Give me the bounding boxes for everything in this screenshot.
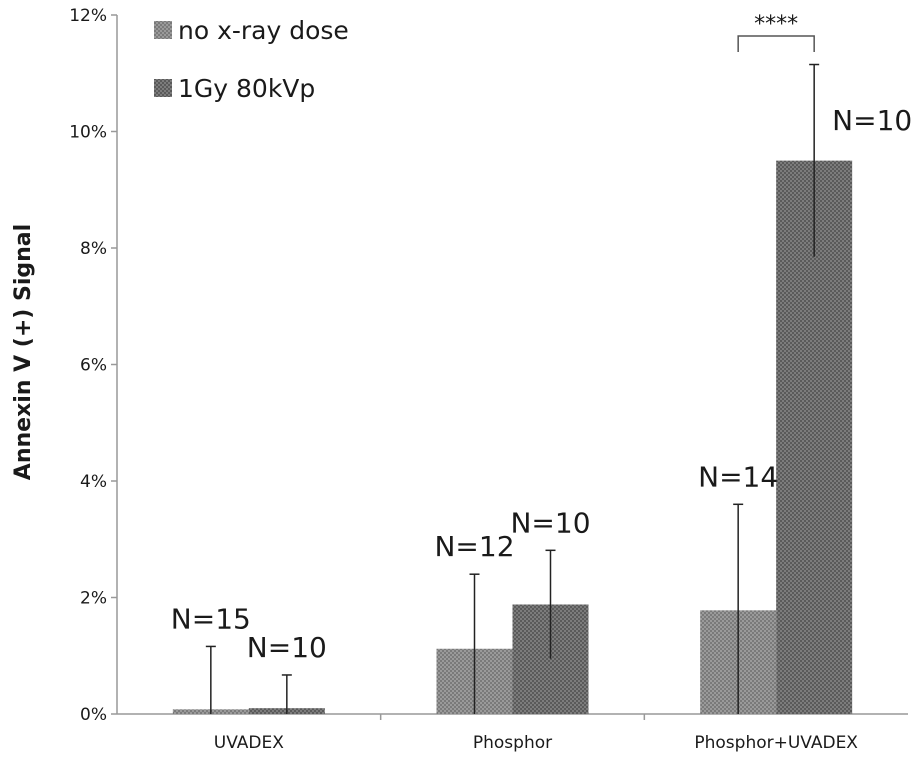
y-tick-label: 0% — [80, 705, 107, 725]
significance-bracket-line — [737, 35, 815, 52]
x-tick-label: Phosphor — [473, 733, 552, 753]
x-tick-label: Phosphor+UVADEX — [694, 733, 858, 753]
n-label: N=12 — [434, 530, 514, 563]
n-label: N=10 — [832, 104, 912, 137]
error-bars — [205, 63, 820, 714]
y-tick-label: 2% — [80, 589, 107, 609]
y-tick-label: 6% — [80, 356, 107, 376]
n-label: N=10 — [247, 631, 327, 664]
y-tick-label: 12% — [69, 6, 107, 26]
y-tick-label: 4% — [80, 472, 107, 492]
significance-label: **** — [754, 12, 798, 37]
bars — [172, 160, 853, 714]
x-tick-label: UVADEX — [214, 733, 284, 753]
y-tick-label: 10% — [69, 123, 107, 143]
legend-label: 1Gy 80kVp — [178, 74, 315, 103]
y-tick-label: 8% — [80, 239, 107, 259]
n-labels: N=15 N=12 N=14 N=10 N=10 N=10 — [171, 104, 912, 664]
legend: no x-ray dose 1Gy 80kVp — [154, 16, 349, 103]
significance-bracket: **** — [737, 12, 815, 52]
legend-swatch — [154, 79, 172, 97]
n-label: N=10 — [510, 506, 590, 539]
n-label: N=15 — [171, 602, 251, 635]
y-axis-label: Annexin V (+) Signal — [11, 224, 36, 480]
axes: 0% 2% 4% 6% 8% 10% 12% UVADEX Phosphor Phosphor+U… — [69, 6, 908, 753]
legend-label: no x-ray dose — [178, 16, 349, 45]
legend-swatch — [154, 21, 172, 39]
n-label: N=14 — [698, 460, 778, 493]
